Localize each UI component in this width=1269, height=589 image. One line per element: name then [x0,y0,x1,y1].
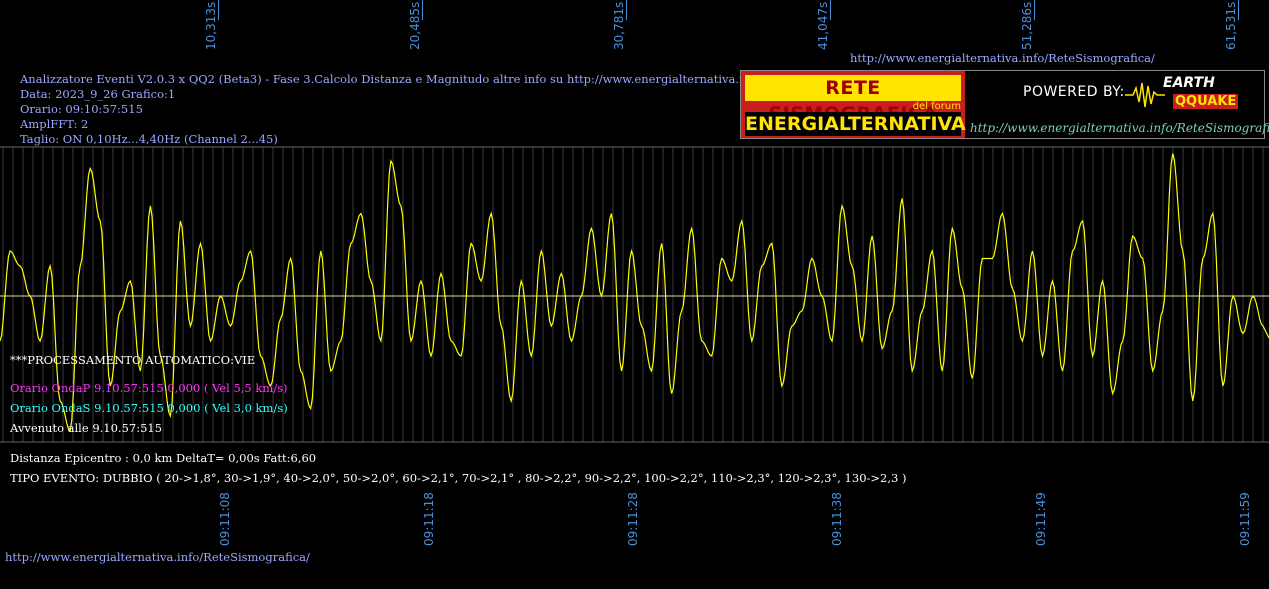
logo-earth: EARTH [1163,75,1215,91]
top-tick-label: 20,485s [408,1,422,50]
top-tick-label: 41,047s [816,1,830,50]
header-orario: Orario: 09:10:57:515 [20,102,143,116]
header-data: Data: 2023_9_26 Grafico:1 [20,87,176,101]
top-tick-mark [1034,0,1035,20]
bottom-tick-label: 09:11:08 [218,492,232,546]
signal-line [0,153,1269,433]
top-url[interactable]: http://www.energialternativa.info/ReteSi… [850,51,1155,65]
logo-subtitle: del forum [912,101,961,112]
top-tick-mark [830,0,831,20]
processing-status: ***PROCESSAMENTO AUTOMATICO:VIE [10,353,256,367]
logo-powered-by: POWERED BY: [1023,84,1125,100]
bottom-url[interactable]: http://www.energialternativa.info/ReteSi… [5,550,310,564]
top-tick-label: 61,531s [1224,1,1238,50]
header-amplfft: AmplFFT: 2 [20,117,89,131]
bottom-tick-label: 09:11:59 [1238,492,1252,546]
grid-lines [2,147,1264,442]
tipo-evento: TIPO EVENTO: DUBBIO ( 20->1,8°, 30->1,9°… [10,471,907,485]
top-tick-label: 10,313s [204,1,218,50]
bottom-tick-label: 09:11:38 [830,492,844,546]
bottom-tick-label: 09:11:49 [1034,492,1048,546]
distanza-epicentro: Distanza Epicentro : 0,0 km DeltaT= 0,00… [10,451,317,465]
top-tick-mark [422,0,423,20]
logo-right-panel: POWERED BY: EARTH QQUAKE [965,71,1264,117]
seismic-wave-icon [1125,82,1165,108]
logo-left-panel: RETE SISMOGRAFICA del forum ENERGIALTERN… [741,71,966,138]
avvenuto-time: Avvenuto alle 9.10.57:515 [10,421,163,435]
rete-sismografica-logo: RETE SISMOGRAFICA del forum ENERGIALTERN… [740,70,1269,139]
logo-title: RETE SISMOGRAFICA [745,75,961,125]
header-taglio: Taglio: ON 0,10Hz...4,40Hz (Channel 2...… [20,132,278,146]
header-line1: Analizzatore Eventi V2.0.3 x QQ2 (Beta3)… [20,72,821,86]
logo-qquake: QQUAKE [1173,94,1239,109]
top-tick-mark [1238,0,1239,20]
top-tick-label: 51,286s [1020,1,1034,50]
logo-url[interactable]: http://www.energialternativa.info/ReteSi… [970,121,1269,135]
top-tick-mark [218,0,219,20]
bottom-tick-label: 09:11:28 [626,492,640,546]
bottom-tick-label: 09:11:18 [422,492,436,546]
top-tick-label: 30,781s [612,1,626,50]
onda-p-time: Orario OndaP 9.10.57:515 0,000 ( Vel 5,5… [10,381,288,395]
onda-s-time: Orario OndaS 9.10.57:515 0,000 ( Vel 3,0… [10,401,288,415]
logo-forum-name: ENERGIALTERNATIVA [745,112,966,136]
top-tick-mark [626,0,627,20]
